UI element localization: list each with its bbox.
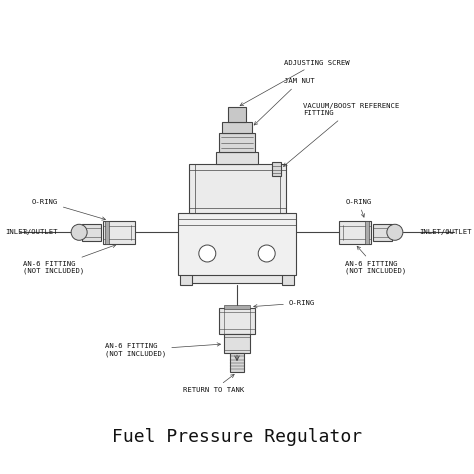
Bar bbox=[224, 305, 250, 309]
Text: RETURN TO TANK: RETURN TO TANK bbox=[183, 374, 244, 393]
Bar bbox=[339, 221, 371, 244]
Text: AN-6 FITTING
(NOT INCLUDED): AN-6 FITTING (NOT INCLUDED) bbox=[346, 246, 407, 274]
Text: INLET/OUTLET: INLET/OUTLET bbox=[419, 229, 472, 235]
Bar bbox=[189, 164, 285, 213]
Bar bbox=[219, 308, 255, 334]
Bar bbox=[230, 354, 244, 372]
Text: AN-6 FITTING
(NOT INCLUDED): AN-6 FITTING (NOT INCLUDED) bbox=[105, 343, 220, 357]
Text: INLET/OUTLET: INLET/OUTLET bbox=[5, 229, 58, 235]
Bar bbox=[373, 224, 392, 240]
Bar bbox=[181, 274, 192, 285]
Bar bbox=[228, 108, 246, 121]
Circle shape bbox=[199, 245, 216, 262]
Bar bbox=[273, 162, 281, 176]
Bar bbox=[103, 221, 135, 244]
Bar bbox=[222, 121, 252, 133]
Text: O-RING: O-RING bbox=[254, 300, 315, 308]
Circle shape bbox=[387, 224, 403, 240]
Bar bbox=[365, 220, 369, 244]
Bar bbox=[105, 220, 109, 244]
Text: VACUUM/BOOST REFERENCE
FITTING: VACUUM/BOOST REFERENCE FITTING bbox=[283, 103, 399, 166]
Bar bbox=[178, 213, 296, 275]
Bar bbox=[219, 133, 255, 152]
Text: AN-6 FITTING
(NOT INCLUDED): AN-6 FITTING (NOT INCLUDED) bbox=[23, 245, 116, 274]
Text: O-RING: O-RING bbox=[32, 199, 105, 220]
Text: JAM NUT: JAM NUT bbox=[254, 79, 315, 125]
Bar bbox=[183, 274, 291, 283]
Circle shape bbox=[71, 224, 87, 240]
Circle shape bbox=[258, 245, 275, 262]
Text: Fuel Pressure Regulator: Fuel Pressure Regulator bbox=[112, 428, 362, 446]
Bar bbox=[82, 224, 101, 240]
Bar bbox=[224, 334, 250, 354]
Text: O-RING: O-RING bbox=[346, 199, 372, 217]
Bar bbox=[216, 152, 258, 164]
Bar bbox=[282, 274, 293, 285]
Text: ADJUSTING SCREW: ADJUSTING SCREW bbox=[240, 60, 350, 106]
